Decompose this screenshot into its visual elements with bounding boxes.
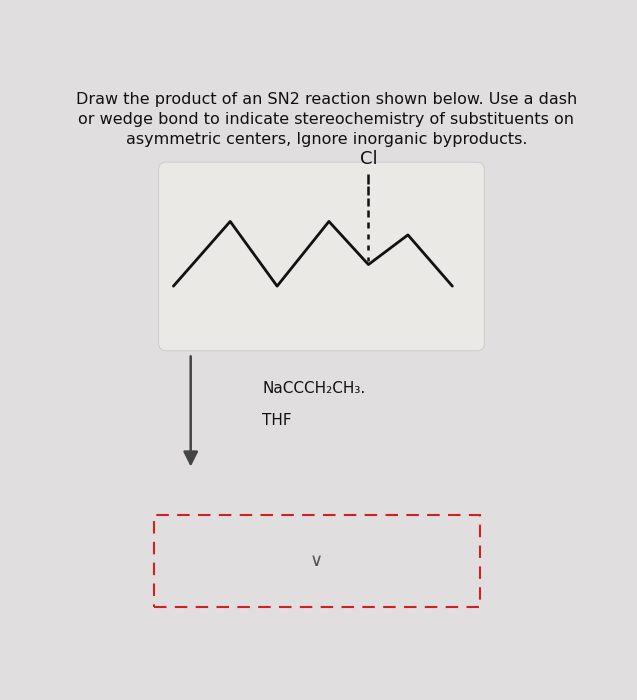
FancyBboxPatch shape: [159, 162, 485, 351]
Text: NaCCCH₂CH₃.: NaCCCH₂CH₃.: [262, 381, 366, 396]
Text: Cl: Cl: [360, 150, 377, 167]
Text: ∨: ∨: [310, 552, 323, 570]
Text: Draw the product of an SN2 reaction shown below. Use a dash
or wedge bond to ind: Draw the product of an SN2 reaction show…: [76, 92, 577, 147]
Bar: [154, 515, 480, 607]
Text: THF: THF: [262, 414, 292, 428]
